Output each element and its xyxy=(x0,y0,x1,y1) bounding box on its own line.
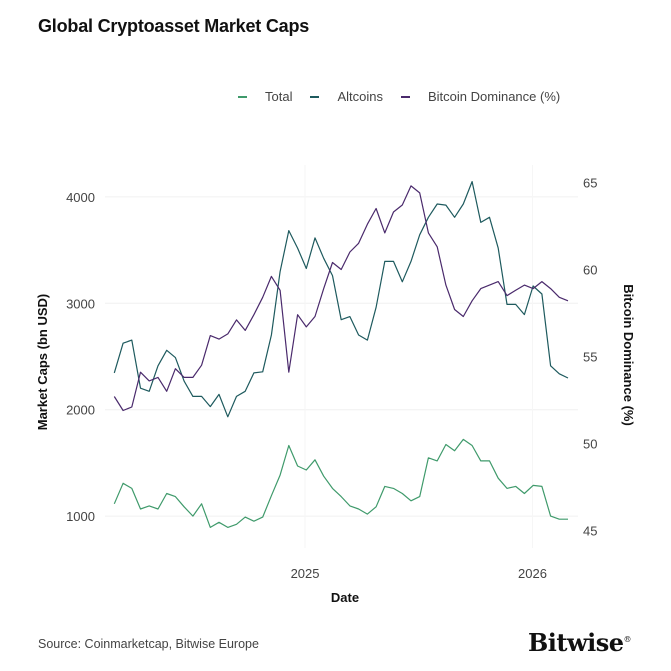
series-lines xyxy=(113,181,569,529)
y2-axis-label: Bitcoin Dominance (%) xyxy=(621,284,636,426)
x-axis-ticks: 2025 2026 xyxy=(291,566,547,581)
series-line-altcoins xyxy=(113,181,569,418)
y2-tick-label: 65 xyxy=(583,175,597,190)
y2-axis-ticks: 45 50 55 60 65 xyxy=(583,175,597,538)
legend-item-altcoins: Altcoins xyxy=(310,89,383,104)
legend-swatch-altcoins xyxy=(310,95,320,98)
y2-tick-label: 50 xyxy=(583,437,597,452)
legend: Total Altcoins Bitcoin Dominance (%) xyxy=(238,89,578,104)
legend-item-total: Total xyxy=(238,89,292,104)
legend-swatch-total xyxy=(238,95,247,98)
logo-text: Bitwise xyxy=(527,628,624,657)
y-tick-label: 3000 xyxy=(66,296,95,311)
legend-swatch-dominance xyxy=(401,95,410,98)
legend-label-dominance: Bitcoin Dominance (%) xyxy=(428,89,561,104)
series-line-total xyxy=(113,438,568,529)
bitwise-logo: Bitwise® xyxy=(527,628,632,657)
y2-tick-label: 45 xyxy=(583,524,597,539)
legend-label-total: Total xyxy=(265,89,293,104)
series-line-bitcoin-dominance xyxy=(113,185,569,412)
x-tick-label: 2026 xyxy=(518,566,547,581)
y2-tick-label: 55 xyxy=(583,350,597,365)
source-note: Source: Coinmarketcap, Bitwise Europe xyxy=(38,637,259,651)
legend-label-altcoins: Altcoins xyxy=(337,89,383,104)
x-axis-label: Date xyxy=(331,590,359,605)
y-axis-label: Market Caps (bn USD) xyxy=(35,294,50,431)
gridlines xyxy=(105,165,578,548)
y-tick-label: 2000 xyxy=(66,403,95,418)
y-tick-label: 4000 xyxy=(66,190,95,205)
legend-item-dominance: Bitcoin Dominance (%) xyxy=(401,89,560,104)
x-tick-label: 2025 xyxy=(291,566,320,581)
y-tick-label: 1000 xyxy=(66,509,95,524)
y2-tick-label: 60 xyxy=(583,262,597,277)
chart-title: Global Cryptoasset Market Caps xyxy=(38,16,310,36)
y-axis-ticks: 1000 2000 3000 4000 xyxy=(66,190,95,524)
